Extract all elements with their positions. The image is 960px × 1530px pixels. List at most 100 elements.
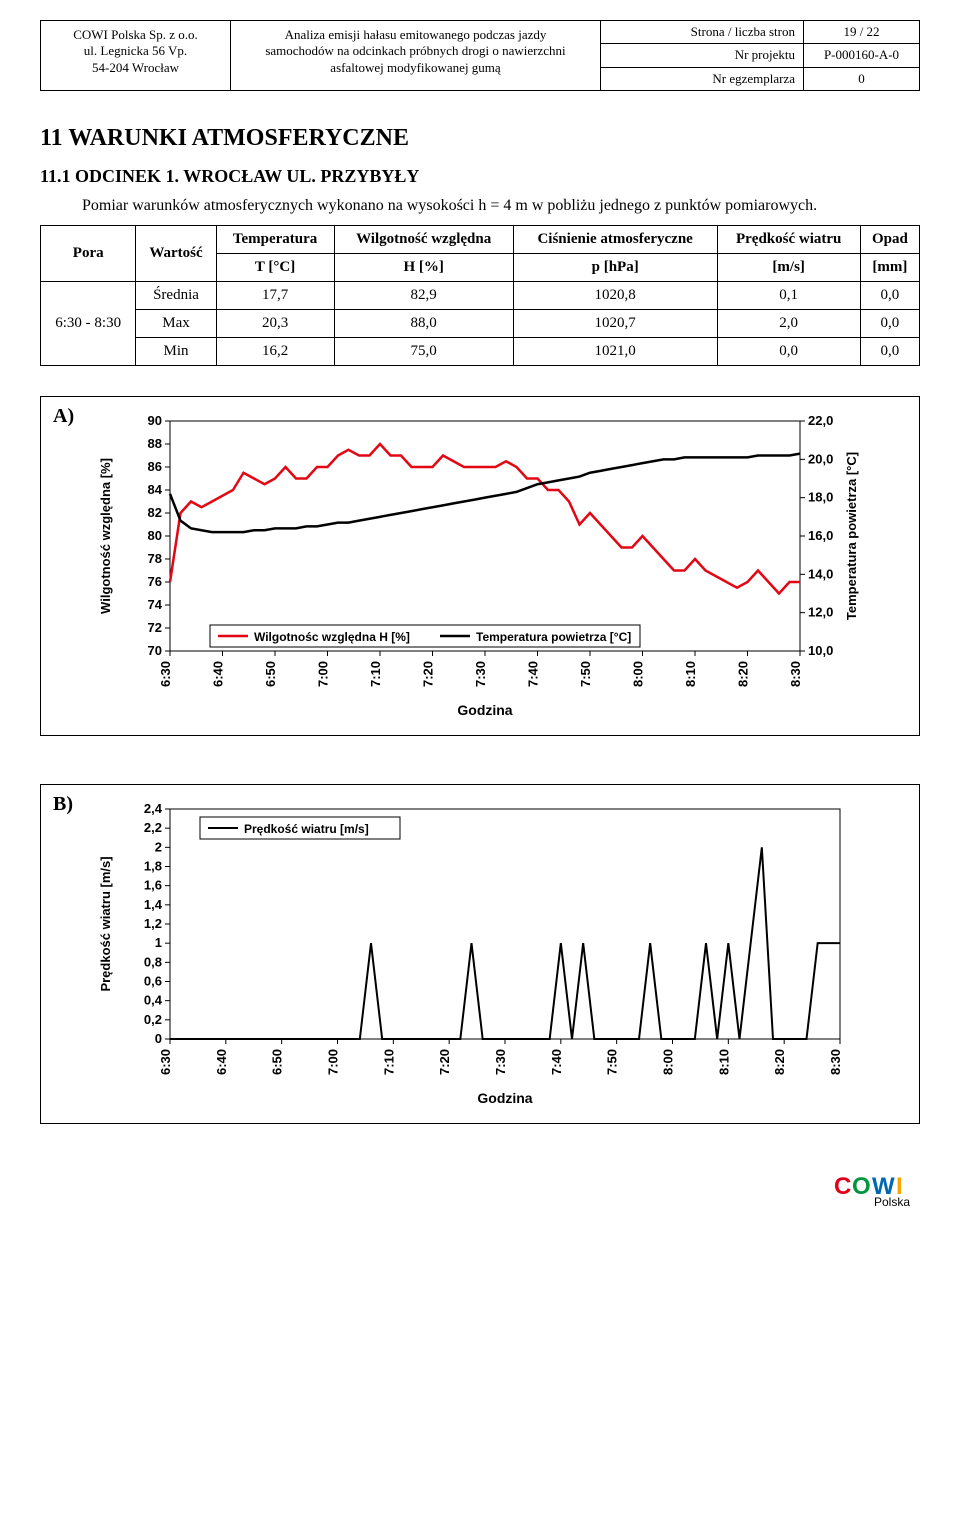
company-line2: ul. Legnicka 56 Vp. bbox=[49, 43, 222, 59]
meta-copy-label: Nr egzemplarza bbox=[601, 68, 804, 90]
chart-a-label: A) bbox=[53, 405, 74, 428]
cell-wart: Min bbox=[136, 337, 216, 365]
svg-text:8:20: 8:20 bbox=[772, 1049, 787, 1075]
svg-text:7:10: 7:10 bbox=[368, 661, 383, 687]
title-line3: asfaltowej modyfikowanej gumą bbox=[239, 60, 592, 76]
cell-h: 88,0 bbox=[334, 309, 513, 337]
table-row: Min 16,2 75,0 1021,0 0,0 0,0 bbox=[41, 337, 920, 365]
table-row: Max 20,3 88,0 1020,7 2,0 0,0 bbox=[41, 309, 920, 337]
svg-text:7:50: 7:50 bbox=[605, 1049, 620, 1075]
logo-subtext: Polska bbox=[874, 1195, 910, 1208]
svg-text:1: 1 bbox=[155, 935, 162, 950]
svg-text:72: 72 bbox=[148, 620, 162, 635]
cell-p: 1021,0 bbox=[513, 337, 717, 365]
cell-t: 16,2 bbox=[216, 337, 334, 365]
unit-cisn: p [hPa] bbox=[513, 253, 717, 281]
cell-o: 0,0 bbox=[860, 281, 919, 309]
svg-text:1,8: 1,8 bbox=[144, 858, 162, 873]
svg-text:7:00: 7:00 bbox=[326, 1049, 341, 1075]
title-line1: Analiza emisji hałasu emitowanego podcza… bbox=[239, 27, 592, 43]
svg-text:0,2: 0,2 bbox=[144, 1012, 162, 1027]
header-meta: Strona / liczba stron 19 / 22 Nr projekt… bbox=[601, 21, 919, 90]
svg-text:7:00: 7:00 bbox=[316, 661, 331, 687]
svg-text:8:30: 8:30 bbox=[788, 661, 803, 687]
svg-text:Temperatura powietrza [°C]: Temperatura powietrza [°C] bbox=[844, 452, 859, 620]
svg-text:6:30: 6:30 bbox=[158, 661, 173, 687]
svg-text:6:40: 6:40 bbox=[211, 661, 226, 687]
svg-text:0,6: 0,6 bbox=[144, 973, 162, 988]
svg-text:18,0: 18,0 bbox=[808, 489, 833, 504]
col-wilg: Wilgotność względna bbox=[334, 225, 513, 253]
section-heading: 11 WARUNKI ATMOSFERYCZNE bbox=[40, 125, 920, 152]
svg-text:76: 76 bbox=[148, 574, 162, 589]
svg-text:74: 74 bbox=[148, 597, 163, 612]
col-opad: Opad bbox=[860, 225, 919, 253]
meta-project-value: P-000160-A-0 bbox=[804, 44, 919, 66]
cell-pora: 6:30 - 8:30 bbox=[41, 281, 136, 365]
meta-copy-value: 0 bbox=[804, 68, 919, 90]
unit-pred: [m/s] bbox=[717, 253, 860, 281]
page-footer: C O W I Polska bbox=[40, 1172, 920, 1213]
svg-text:2,2: 2,2 bbox=[144, 820, 162, 835]
col-temp: Temperatura bbox=[216, 225, 334, 253]
svg-text:7:50: 7:50 bbox=[578, 661, 593, 687]
svg-text:O: O bbox=[852, 1173, 871, 1200]
svg-text:Godzina: Godzina bbox=[477, 1090, 532, 1106]
svg-text:78: 78 bbox=[148, 551, 162, 566]
svg-text:16,0: 16,0 bbox=[808, 528, 833, 543]
meta-project-label: Nr projektu bbox=[601, 44, 804, 66]
header-company: COWI Polska Sp. z o.o. ul. Legnicka 56 V… bbox=[41, 21, 231, 90]
intro-paragraph: Pomiar warunków atmosferycznych wykonano… bbox=[40, 197, 920, 215]
chart-b-container: B) 00,20,40,60,811,21,41,61,822,22,46:30… bbox=[40, 784, 920, 1124]
svg-text:C: C bbox=[834, 1173, 851, 1200]
svg-text:8:00: 8:00 bbox=[661, 1049, 676, 1075]
cell-v: 0,0 bbox=[717, 337, 860, 365]
col-pred: Prędkość wiatru bbox=[717, 225, 860, 253]
company-line1: COWI Polska Sp. z o.o. bbox=[49, 27, 222, 43]
svg-text:7:10: 7:10 bbox=[381, 1049, 396, 1075]
svg-text:10,0: 10,0 bbox=[808, 643, 833, 658]
chart-b: 00,20,40,60,811,21,41,61,822,22,46:306:4… bbox=[90, 799, 870, 1109]
chart-a: 707274767880828486889010,012,014,016,018… bbox=[90, 411, 870, 721]
svg-text:7:40: 7:40 bbox=[526, 661, 541, 687]
svg-text:70: 70 bbox=[148, 643, 162, 658]
svg-text:88: 88 bbox=[148, 436, 162, 451]
svg-text:0,4: 0,4 bbox=[144, 992, 163, 1007]
svg-text:0: 0 bbox=[155, 1031, 162, 1046]
col-cisn: Ciśnienie atmosferyczne bbox=[513, 225, 717, 253]
svg-text:14,0: 14,0 bbox=[808, 566, 833, 581]
cowi-logo-icon: C O W I Polska bbox=[834, 1172, 920, 1208]
svg-text:84: 84 bbox=[148, 482, 163, 497]
cell-o: 0,0 bbox=[860, 309, 919, 337]
unit-temp: T [°C] bbox=[216, 253, 334, 281]
svg-text:8:30: 8:30 bbox=[828, 1049, 843, 1075]
svg-text:7:30: 7:30 bbox=[473, 661, 488, 687]
svg-text:80: 80 bbox=[148, 528, 162, 543]
meta-pages-value: 19 / 22 bbox=[804, 21, 919, 43]
chart-a-container: A) 707274767880828486889010,012,014,016,… bbox=[40, 396, 920, 736]
cell-wart: Średnia bbox=[136, 281, 216, 309]
svg-text:0,8: 0,8 bbox=[144, 954, 162, 969]
meta-row-pages: Strona / liczba stron 19 / 22 bbox=[601, 21, 919, 44]
unit-wilg: H [%] bbox=[334, 253, 513, 281]
col-pora: Pora bbox=[41, 225, 136, 281]
svg-text:7:20: 7:20 bbox=[421, 661, 436, 687]
svg-text:1,4: 1,4 bbox=[144, 897, 163, 912]
cell-t: 17,7 bbox=[216, 281, 334, 309]
cell-v: 2,0 bbox=[717, 309, 860, 337]
svg-text:8:10: 8:10 bbox=[683, 661, 698, 687]
svg-text:6:40: 6:40 bbox=[214, 1049, 229, 1075]
svg-text:7:20: 7:20 bbox=[437, 1049, 452, 1075]
svg-text:6:30: 6:30 bbox=[158, 1049, 173, 1075]
svg-text:82: 82 bbox=[148, 505, 162, 520]
header-title: Analiza emisji hałasu emitowanego podcza… bbox=[231, 21, 601, 90]
svg-text:90: 90 bbox=[148, 413, 162, 428]
cell-p: 1020,7 bbox=[513, 309, 717, 337]
svg-text:2: 2 bbox=[155, 839, 162, 854]
svg-text:86: 86 bbox=[148, 459, 162, 474]
cell-v: 0,1 bbox=[717, 281, 860, 309]
title-line2: samochodów na odcinkach próbnych drogi o… bbox=[239, 43, 592, 59]
cell-h: 75,0 bbox=[334, 337, 513, 365]
meta-pages-label: Strona / liczba stron bbox=[601, 21, 804, 43]
svg-text:2,4: 2,4 bbox=[144, 801, 163, 816]
